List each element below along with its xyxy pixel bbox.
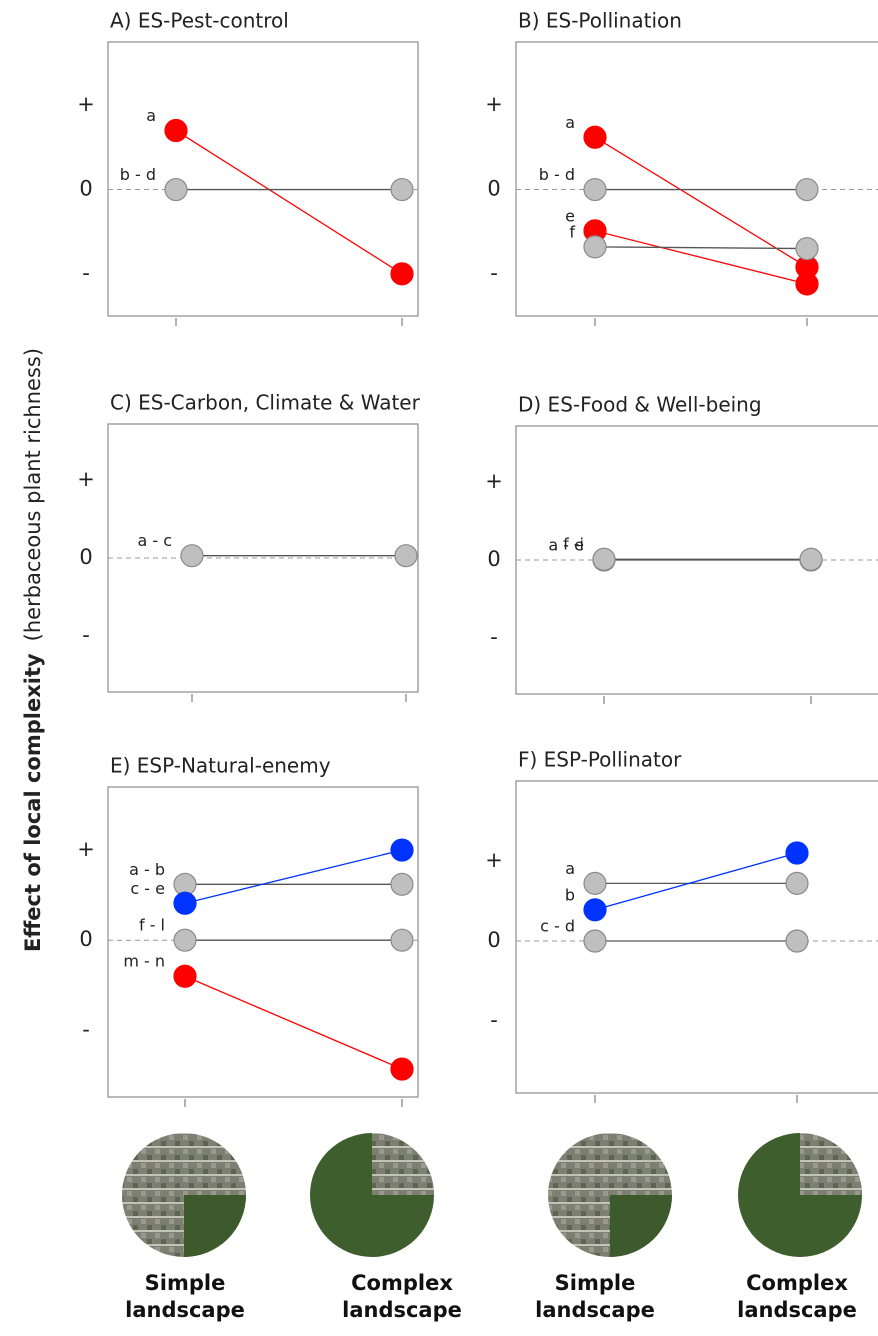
point [795,177,819,202]
y-tick-label: - [82,261,90,285]
series-line [594,136,808,268]
y-tick-label: - [490,1008,498,1032]
point [799,547,823,571]
y-tick-label: + [485,92,503,116]
image-part [610,1195,672,1257]
image-part [372,1133,434,1195]
point [164,177,188,202]
series-line [594,230,808,285]
series-line [184,975,403,1070]
point [173,964,197,988]
point [583,871,607,896]
point [390,177,414,202]
image-part [800,1133,862,1195]
series-line [184,849,403,904]
image-part [184,1195,246,1257]
y-tick-label: - [82,1017,90,1041]
point [390,1057,414,1081]
y-tick-label: + [77,92,95,116]
series-label: c - d [540,917,575,936]
y-tick-label: - [490,625,498,649]
plot-frame [107,786,419,1098]
series-label: b - d [120,165,156,184]
plot-frame [515,41,878,317]
y-tick-label: - [490,261,498,285]
point [583,898,607,922]
point [592,547,616,571]
series-label: f - l [139,916,165,935]
x-category-label: Complex landscape [737,1271,857,1322]
point [785,841,809,865]
panel-title: B) ES-Pollination [518,9,682,33]
point [390,928,414,952]
y-label-main: Effect of local complexity [21,653,45,952]
series-line [594,246,808,250]
y-tick-label: 0 [487,547,500,571]
point [785,929,809,953]
y-tick-label: + [485,848,503,872]
series-label: a - e [548,536,584,555]
point [164,118,188,143]
series-label: a [146,106,156,125]
plot-frame [107,41,419,317]
x-category-label: Simple landscape [535,1271,655,1322]
point [795,272,819,296]
y-axis-label: Effect of local complexity (herbaceous pl… [21,348,45,952]
series-label: b - d [539,165,575,184]
y-tick-label: + [77,837,95,861]
x-category-label: Simple landscape [125,1271,245,1322]
series-label: c - e [130,879,165,898]
point [394,544,418,568]
point [583,235,607,259]
point [390,262,414,286]
y-tick-label: 0 [487,177,500,201]
landscape-images [122,1133,862,1257]
x-category-label: Complex landscape [342,1271,462,1322]
y-tick-label: 0 [487,928,500,952]
series-line [594,852,798,911]
point [180,544,204,568]
point [583,929,607,953]
y-tick-label: 0 [79,545,92,569]
point [583,125,607,149]
y-tick-label: 0 [79,927,92,951]
panel-title: D) ES-Food & Well-being [518,393,762,417]
series-line [175,129,403,275]
y-label-note: (herbaceous plant richness) [21,348,45,641]
y-tick-label: - [82,623,90,647]
y-tick-label: 0 [79,177,92,201]
panel-title: E) ESP-Natural-enemy [110,754,331,778]
point [390,872,414,896]
point [795,236,819,261]
series-label: a [565,113,575,132]
point [173,891,197,915]
series-label: m - n [123,952,165,971]
panel-title: A) ES-Pest-control [110,9,289,33]
series-label: f [569,222,575,241]
y-tick-label: + [485,469,503,493]
plot-frame [515,780,878,1094]
y-tick-label: + [77,467,95,491]
point [785,871,809,896]
panel-title: C) ES-Carbon, Climate & Water [110,391,421,415]
point [173,928,197,952]
series-label: f -i [563,535,584,554]
series-label: a - c [137,531,172,550]
series-label: e [565,206,575,225]
point [583,177,607,202]
series-label: b [565,885,575,904]
series-label: a - b [129,860,165,879]
series-label: a [565,859,575,878]
panel-title: F) ESP-Pollinator [518,748,682,772]
point [390,838,414,862]
